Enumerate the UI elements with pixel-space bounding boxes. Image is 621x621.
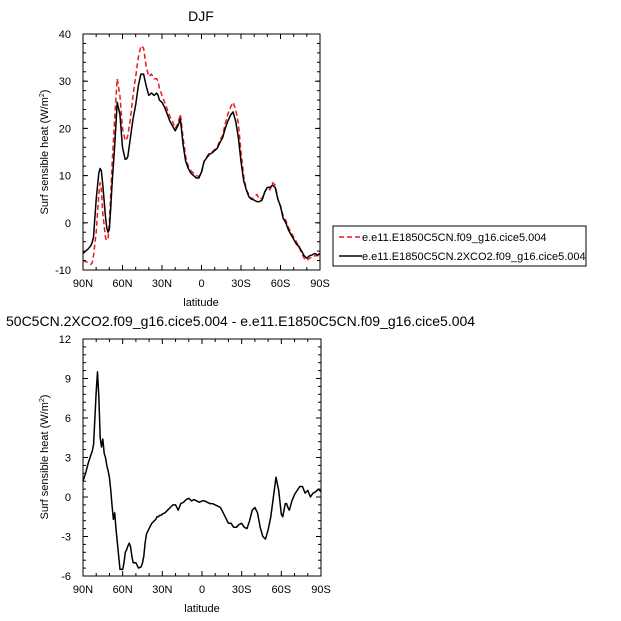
top-x-tick-label: 90N <box>73 278 93 290</box>
top-y-tick-label: 0 <box>65 218 71 230</box>
top-y-axis-label: Surf sensible heat (W/m2) <box>39 90 51 215</box>
top-y-tick-label: 10 <box>59 171 71 183</box>
legend: e.e11.E1850C5CN.f09_g16.cice5.004 e.e11.… <box>332 225 587 267</box>
top-y-tick-label: 30 <box>59 76 71 88</box>
bottom-x-axis-label: latitude <box>184 603 219 615</box>
bottom-x-tick-label: 90N <box>73 584 93 596</box>
bottom-x-tick-label: 30S <box>232 584 252 596</box>
top-x-tick-label: 60S <box>271 278 291 290</box>
bottom-x-tick-label: 60S <box>272 584 292 596</box>
bottom-y-label-main: Surf sensible heat (W/m <box>39 402 51 519</box>
top-series-line-1 <box>82 73 321 259</box>
top-x-tick-label: 60N <box>112 278 132 290</box>
bottom-y-tick-label: -6 <box>61 571 71 583</box>
bottom-y-label-close: ) <box>39 395 51 399</box>
bottom-chart-title: 50C5CN.2XCO2.f09_g16.cice5.004 - e.e11.E… <box>6 313 475 329</box>
bottom-series-line-0 <box>82 371 322 571</box>
top-y-tick-label: -10 <box>55 265 71 277</box>
top-y-label-main: Surf sensible heat (W/m <box>39 97 51 214</box>
bottom-x-tick-label: 60N <box>113 584 133 596</box>
bottom-x-tick-label: 90S <box>311 584 331 596</box>
legend-label-2xco2: e.e11.E1850C5CN.2XCO2.f09_g16.cice5.004 <box>362 251 586 263</box>
top-x-tick-label: 90S <box>310 278 330 290</box>
top-y-label-sup: 2 <box>39 93 46 97</box>
top-y-label-close: ) <box>39 90 51 94</box>
top-x-tick-label: 0 <box>198 278 204 290</box>
bottom-y-tick-label: 3 <box>65 453 71 465</box>
bottom-y-tick-label: 0 <box>65 492 71 504</box>
top-y-tick-label: 40 <box>59 29 71 41</box>
bottom-y-tick-label: 6 <box>65 413 71 425</box>
legend-label-ctrl: e.e11.E1850C5CN.f09_g16.cice5.004 <box>362 232 547 244</box>
top-x-axis-label: latitude <box>183 297 218 309</box>
top-x-tick-label: 30N <box>152 278 172 290</box>
bottom-plot-frame <box>82 338 322 577</box>
top-plot-frame <box>82 33 321 271</box>
bottom-y-label-sup: 2 <box>39 398 46 402</box>
top-series-line-0 <box>82 45 321 266</box>
bottom-y-tick-label: 9 <box>65 374 71 386</box>
top-y-tick-label: 20 <box>59 123 71 135</box>
bottom-panel: 50C5CN.2XCO2.f09_g16.cice5.004 - e.e11.E… <box>6 313 475 615</box>
bottom-y-axis-label: Surf sensible heat (W/m2) <box>39 395 51 520</box>
bottom-x-tick-label: 0 <box>199 584 205 596</box>
top-panel: DJF 90N 60N 30N 0 30S 60S 90S -10 0 10 20 30 40 lati… <box>39 8 330 309</box>
top-x-tick-label: 30S <box>231 278 251 290</box>
legend-box <box>332 225 587 267</box>
bottom-x-tick-label: 30N <box>152 584 172 596</box>
bottom-y-tick-label: -3 <box>61 532 71 544</box>
top-chart-title: DJF <box>188 8 214 24</box>
bottom-y-tick-label: 12 <box>59 334 71 346</box>
